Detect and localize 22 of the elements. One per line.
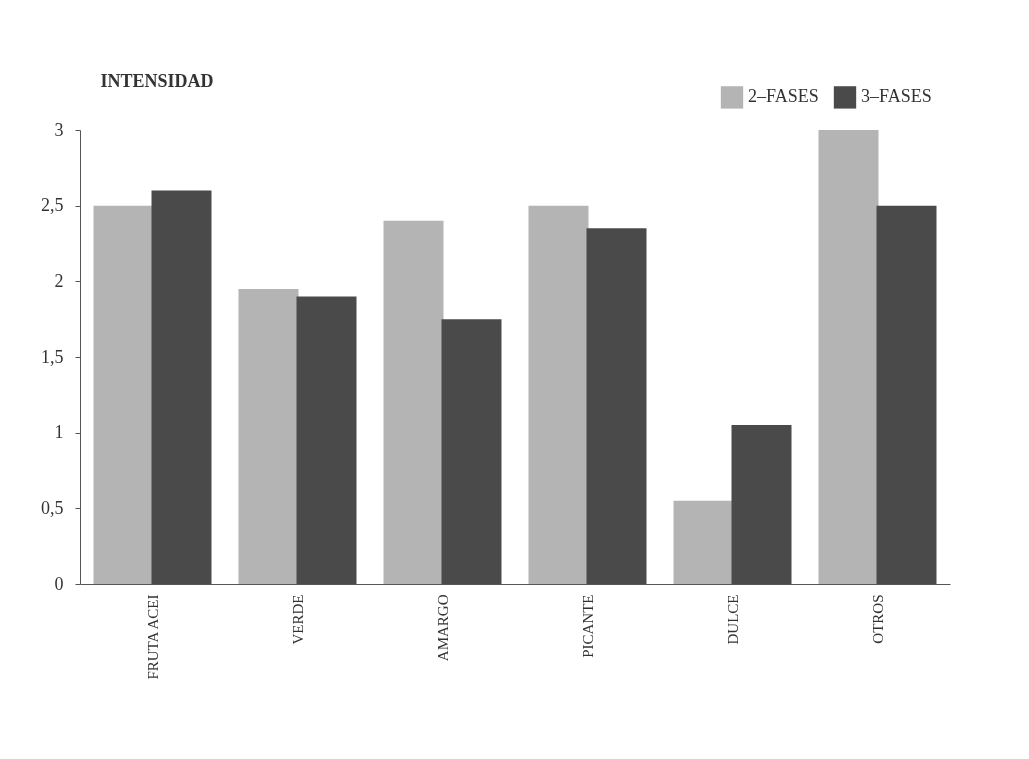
x-tick-label: OTROS [869,594,886,644]
legend-label: 3–FASES [861,86,932,107]
bar [383,220,444,584]
x-tick-label: VERDE [289,594,306,645]
y-tick-label: 1,5 [41,346,64,367]
bar [238,288,299,584]
bar [93,205,154,584]
x-tick-label: DULCE [724,594,741,645]
y-tick-label: 1 [54,422,64,443]
y-axis-title: INTENSIDAD [100,70,214,91]
x-tick-label: FRUTA ACEI [144,594,161,680]
bar [528,205,589,584]
y-tick-label: 0 [54,573,64,594]
y-tick-label: 0,5 [41,497,64,518]
x-tick-label: PICANTE [579,594,596,658]
y-tick-label: 2 [54,270,64,291]
x-tick-label: AMARGO [434,594,451,662]
legend-label: 2–FASES [748,86,819,107]
y-tick-label: 2,5 [41,195,64,216]
bar [818,130,879,584]
bar [673,500,734,584]
y-tick-label: 3 [54,119,64,140]
